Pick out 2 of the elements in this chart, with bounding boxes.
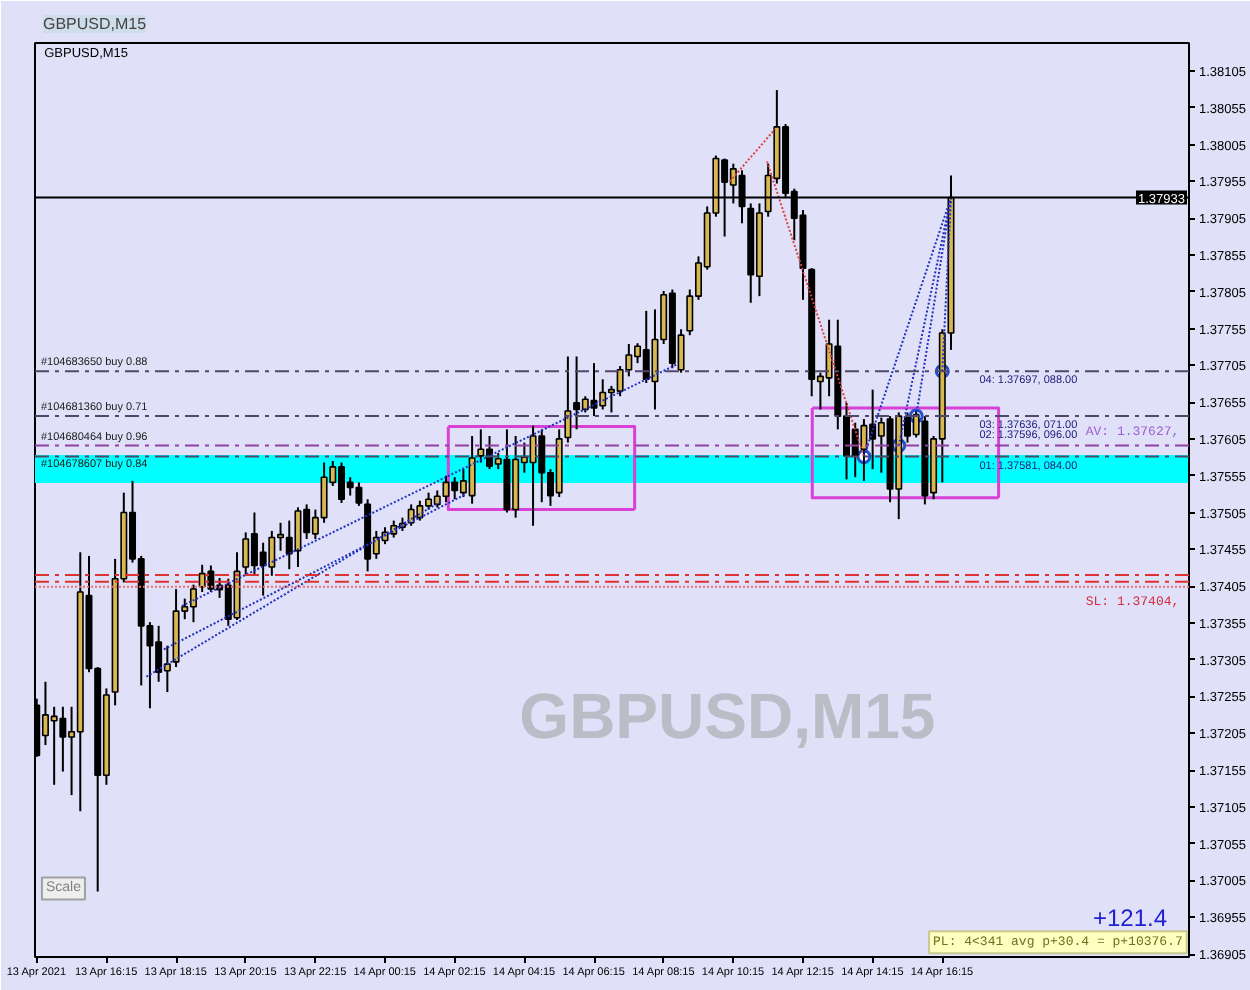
chart-title: GBPUSD,M15: [43, 15, 148, 33]
annotation: +121.4: [1093, 903, 1168, 932]
